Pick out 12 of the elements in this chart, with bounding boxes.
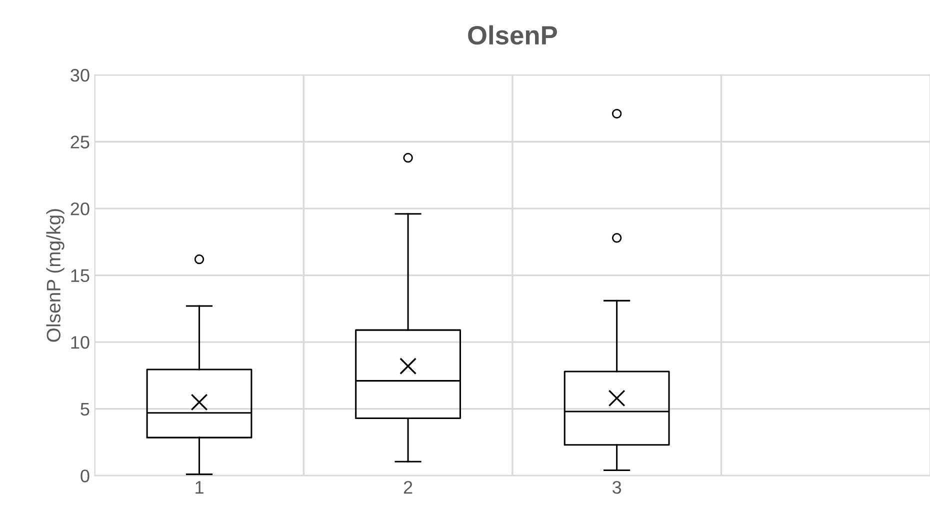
x-tick-label: 2: [404, 480, 412, 494]
x-tick-label: 1: [196, 481, 204, 494]
y-axis-title: OlsenP (mg/kg): [46, 209, 64, 342]
y-tick-label: 15: [71, 269, 90, 282]
y-tick-label: 25: [70, 136, 90, 148]
y-tick-label: 10: [71, 336, 90, 349]
y-tick-label: 20: [70, 202, 90, 216]
y-tick-label: 0: [80, 470, 90, 482]
y-tick-label: 30: [70, 68, 90, 82]
y-tick-label: 5: [80, 402, 90, 416]
x-tick-label: 3: [612, 480, 622, 494]
chart-title: OlsenP: [468, 25, 557, 45]
